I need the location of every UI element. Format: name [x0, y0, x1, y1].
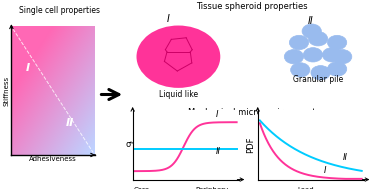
Text: Load: Load — [297, 187, 314, 189]
Circle shape — [332, 50, 352, 64]
Y-axis label: σʰ: σʰ — [125, 140, 134, 149]
Text: Mechanical microenvironment: Mechanical microenvironment — [188, 108, 316, 117]
Circle shape — [289, 35, 309, 50]
Text: Tissue spheroid properties: Tissue spheroid properties — [196, 2, 308, 11]
Circle shape — [302, 24, 321, 38]
Circle shape — [327, 62, 347, 76]
Text: I: I — [215, 110, 218, 119]
Text: I: I — [324, 166, 326, 175]
Text: Single cell properties: Single cell properties — [19, 6, 100, 15]
Circle shape — [291, 63, 310, 77]
Circle shape — [303, 48, 323, 62]
Text: II: II — [66, 118, 74, 128]
Circle shape — [323, 48, 342, 62]
Circle shape — [311, 66, 330, 80]
Circle shape — [284, 50, 304, 64]
Circle shape — [309, 32, 328, 46]
Text: I: I — [167, 14, 170, 24]
X-axis label: Adhesiveness: Adhesiveness — [29, 156, 77, 162]
Y-axis label: PDF: PDF — [246, 136, 255, 153]
Text: Periphery: Periphery — [196, 187, 229, 189]
Circle shape — [136, 26, 220, 88]
Text: Liquid like: Liquid like — [159, 90, 198, 99]
Y-axis label: Stiffness: Stiffness — [4, 76, 10, 106]
Text: II: II — [308, 16, 313, 26]
Text: Granular pile: Granular pile — [293, 75, 343, 84]
Text: I: I — [26, 63, 30, 73]
Circle shape — [327, 35, 347, 50]
Text: II: II — [343, 153, 348, 162]
Text: Core: Core — [133, 187, 149, 189]
Text: II: II — [215, 147, 221, 156]
